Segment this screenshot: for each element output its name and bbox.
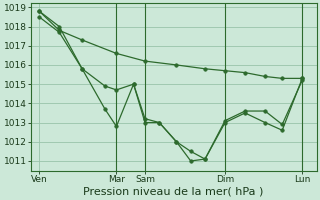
X-axis label: Pression niveau de la mer( hPa ): Pression niveau de la mer( hPa ) [84,187,264,197]
